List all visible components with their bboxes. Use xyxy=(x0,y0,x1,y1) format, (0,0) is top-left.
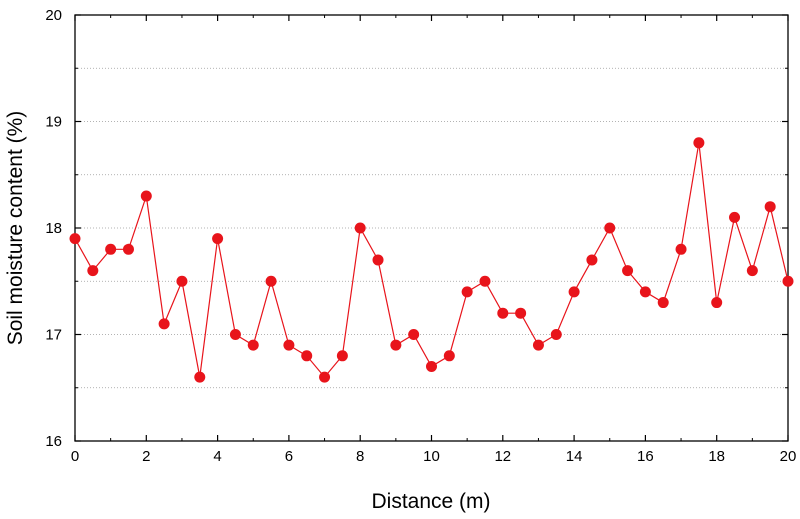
data-point xyxy=(675,243,687,255)
data-point xyxy=(711,297,723,309)
series-line xyxy=(74,142,789,379)
x-tick-label: 4 xyxy=(213,448,221,465)
y-tick-label: 19 xyxy=(45,114,62,131)
y-axis-title: Soil moisture content (%) xyxy=(4,111,27,346)
data-point xyxy=(426,360,437,372)
data-point xyxy=(532,339,544,351)
data-point xyxy=(319,371,331,383)
data-point xyxy=(229,329,241,340)
data-point xyxy=(265,275,277,287)
data-point xyxy=(301,350,313,362)
x-tick-label: 2 xyxy=(142,448,150,465)
data-point xyxy=(729,211,741,223)
x-tick-label: 6 xyxy=(285,448,293,465)
data-point xyxy=(354,222,366,234)
x-tick-label: 10 xyxy=(423,448,440,465)
data-point xyxy=(212,233,224,245)
data-point xyxy=(390,339,402,351)
data-point xyxy=(158,318,170,330)
data-point xyxy=(69,233,81,245)
data-point xyxy=(140,190,152,202)
data-point xyxy=(586,254,598,266)
data-point xyxy=(105,243,117,255)
data-point xyxy=(568,286,580,298)
data-point xyxy=(194,371,206,383)
x-axis-title: Distance (m) xyxy=(371,490,490,513)
ticks-layer: 0 2 4 6 8 10 12 14 16 18 20 16 17 18 19 20 xyxy=(45,7,796,465)
x-tick-label: 20 xyxy=(780,448,797,465)
data-point xyxy=(479,275,491,287)
data-point xyxy=(122,243,134,255)
x-tick-label: 18 xyxy=(708,448,725,465)
y-tick-label: 17 xyxy=(45,327,62,344)
data-point xyxy=(408,329,420,340)
data-point xyxy=(746,265,758,277)
data-point xyxy=(622,265,634,277)
data-point xyxy=(782,275,794,287)
x-tick-label: 16 xyxy=(637,448,654,465)
data-point xyxy=(176,275,188,287)
data-point xyxy=(515,307,527,319)
data-point xyxy=(639,286,651,298)
x-tick-label: 14 xyxy=(566,448,583,465)
data-point xyxy=(550,329,562,340)
data-point xyxy=(604,222,616,234)
data-point xyxy=(372,254,384,266)
x-tick-label: 12 xyxy=(494,448,511,465)
x-tick-label: 0 xyxy=(71,448,79,465)
data-point xyxy=(657,297,669,309)
data-point xyxy=(283,339,295,351)
series-layer xyxy=(69,137,794,383)
x-tick-label: 8 xyxy=(356,448,364,465)
data-point xyxy=(87,265,99,277)
data-point xyxy=(461,286,473,298)
data-point xyxy=(247,339,259,351)
data-point xyxy=(764,201,776,213)
data-point xyxy=(443,350,455,362)
data-point xyxy=(693,137,705,149)
data-point xyxy=(497,307,509,319)
y-tick-label: 18 xyxy=(45,220,62,237)
data-point xyxy=(336,350,348,362)
y-tick-label: 20 xyxy=(45,7,62,24)
grid-layer xyxy=(75,67,788,389)
y-tick-label: 16 xyxy=(45,433,62,450)
